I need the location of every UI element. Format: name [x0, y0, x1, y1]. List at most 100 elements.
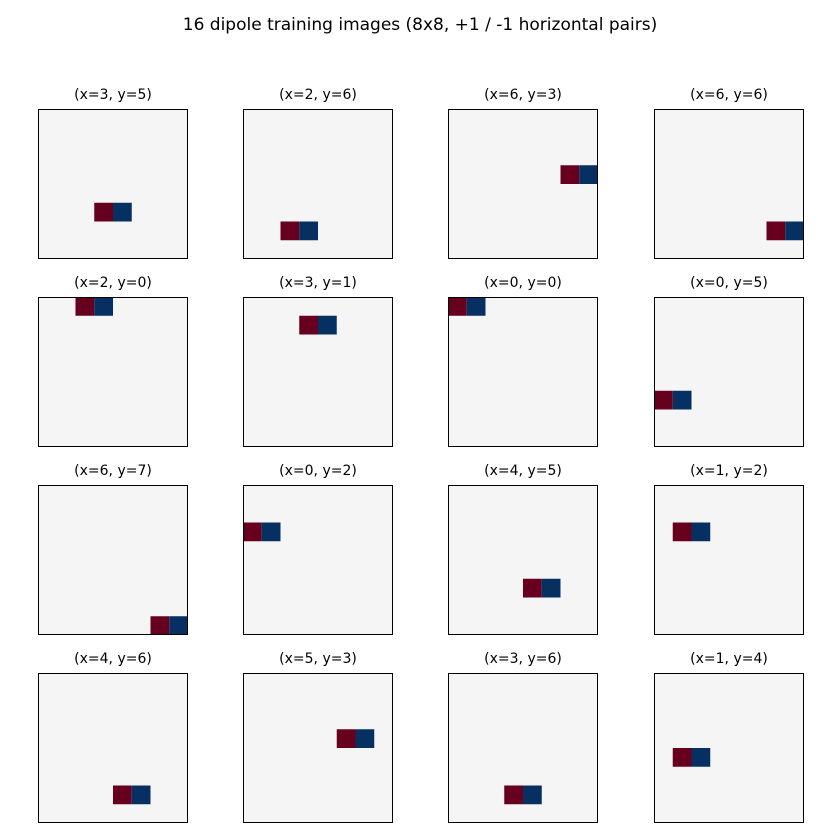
panel: (x=4, y=5) — [448, 463, 598, 635]
image-background — [38, 297, 188, 447]
panel-image — [654, 485, 804, 635]
panel: (x=6, y=3) — [448, 87, 598, 259]
panel-image — [38, 109, 188, 259]
panel-image — [448, 673, 598, 823]
negative-pixel — [466, 297, 486, 316]
panel-title: (x=3, y=5) — [74, 87, 152, 103]
panel-frame — [243, 297, 393, 447]
panel-frame — [448, 485, 598, 635]
panel-frame — [243, 109, 393, 259]
panel: (x=2, y=6) — [243, 87, 393, 259]
panel-frame — [654, 297, 804, 447]
positive-pixel — [504, 785, 523, 805]
positive-pixel — [113, 785, 132, 805]
negative-pixel — [579, 165, 598, 184]
negative-pixel — [541, 578, 561, 598]
negative-pixel — [691, 522, 711, 542]
image-background — [654, 297, 804, 447]
image-background — [448, 485, 598, 635]
negative-pixel — [355, 729, 375, 748]
panel-title: (x=0, y=5) — [690, 275, 768, 291]
positive-pixel — [94, 202, 113, 222]
panel-frame — [38, 297, 188, 447]
panel-title: (x=4, y=5) — [484, 463, 562, 479]
negative-pixel — [261, 522, 281, 542]
panel: (x=1, y=4) — [654, 651, 804, 823]
panel-image — [243, 673, 393, 823]
panel-title: (x=1, y=2) — [690, 463, 768, 479]
positive-pixel — [672, 748, 692, 767]
panel-image — [243, 297, 393, 447]
positive-pixel — [299, 315, 318, 335]
panel-title: (x=6, y=7) — [74, 463, 152, 479]
image-background — [654, 485, 804, 635]
negative-pixel — [94, 297, 113, 316]
panel-image — [654, 673, 804, 823]
negative-pixel — [672, 390, 692, 410]
panel-frame — [654, 673, 804, 823]
positive-pixel — [672, 522, 692, 542]
panel-title: (x=6, y=6) — [690, 87, 768, 103]
positive-pixel — [243, 522, 262, 542]
panel-title: (x=2, y=0) — [74, 275, 152, 291]
positive-pixel — [654, 390, 673, 410]
panel: (x=6, y=6) — [654, 87, 804, 259]
positive-pixel — [766, 221, 786, 241]
panel-image — [448, 297, 598, 447]
panel-frame — [38, 485, 188, 635]
negative-pixel — [785, 221, 804, 241]
negative-pixel — [318, 315, 337, 335]
image-background — [38, 485, 188, 635]
panel-frame — [243, 485, 393, 635]
panel-title: (x=0, y=2) — [279, 463, 357, 479]
panel: (x=2, y=0) — [38, 275, 188, 447]
panel-image — [243, 485, 393, 635]
positive-pixel — [448, 297, 467, 316]
panel-frame — [448, 109, 598, 259]
negative-pixel — [169, 616, 188, 635]
panel-frame — [654, 109, 804, 259]
panel-title: (x=3, y=6) — [484, 651, 562, 667]
panel-image — [243, 109, 393, 259]
positive-pixel — [150, 616, 170, 635]
panel-title: (x=5, y=3) — [279, 651, 357, 667]
panel-image — [38, 485, 188, 635]
positive-pixel — [560, 165, 580, 184]
panel-title: (x=4, y=6) — [74, 651, 152, 667]
negative-pixel — [113, 202, 132, 222]
panel-frame — [38, 109, 188, 259]
image-background — [38, 109, 188, 259]
panel: (x=0, y=2) — [243, 463, 393, 635]
negative-pixel — [131, 785, 151, 805]
figure-title: 16 dipole training images (8x8, +1 / -1 … — [182, 15, 658, 35]
panel: (x=1, y=2) — [654, 463, 804, 635]
positive-pixel — [523, 578, 542, 598]
panel: (x=3, y=1) — [243, 275, 393, 447]
negative-pixel — [523, 785, 542, 805]
negative-pixel — [299, 221, 318, 241]
positive-pixel — [280, 221, 300, 241]
panel-title: (x=0, y=0) — [484, 275, 562, 291]
panel: (x=4, y=6) — [38, 651, 188, 823]
panel: (x=0, y=0) — [448, 275, 598, 447]
panel: (x=0, y=5) — [654, 275, 804, 447]
negative-pixel — [691, 748, 711, 767]
panel-image — [654, 109, 804, 259]
panel-image — [38, 673, 188, 823]
panel-image — [654, 297, 804, 447]
panel-frame — [243, 673, 393, 823]
image-background — [448, 297, 598, 447]
panel: (x=3, y=6) — [448, 651, 598, 823]
panel-title: (x=3, y=1) — [279, 275, 357, 291]
panel-image — [38, 297, 188, 447]
panel-title: (x=2, y=6) — [279, 87, 357, 103]
panel-frame — [654, 485, 804, 635]
positive-pixel — [336, 729, 356, 748]
panel: (x=5, y=3) — [243, 651, 393, 823]
panel-frame — [448, 297, 598, 447]
panel-image — [448, 109, 598, 259]
panel-image — [448, 485, 598, 635]
panel: (x=6, y=7) — [38, 463, 188, 635]
